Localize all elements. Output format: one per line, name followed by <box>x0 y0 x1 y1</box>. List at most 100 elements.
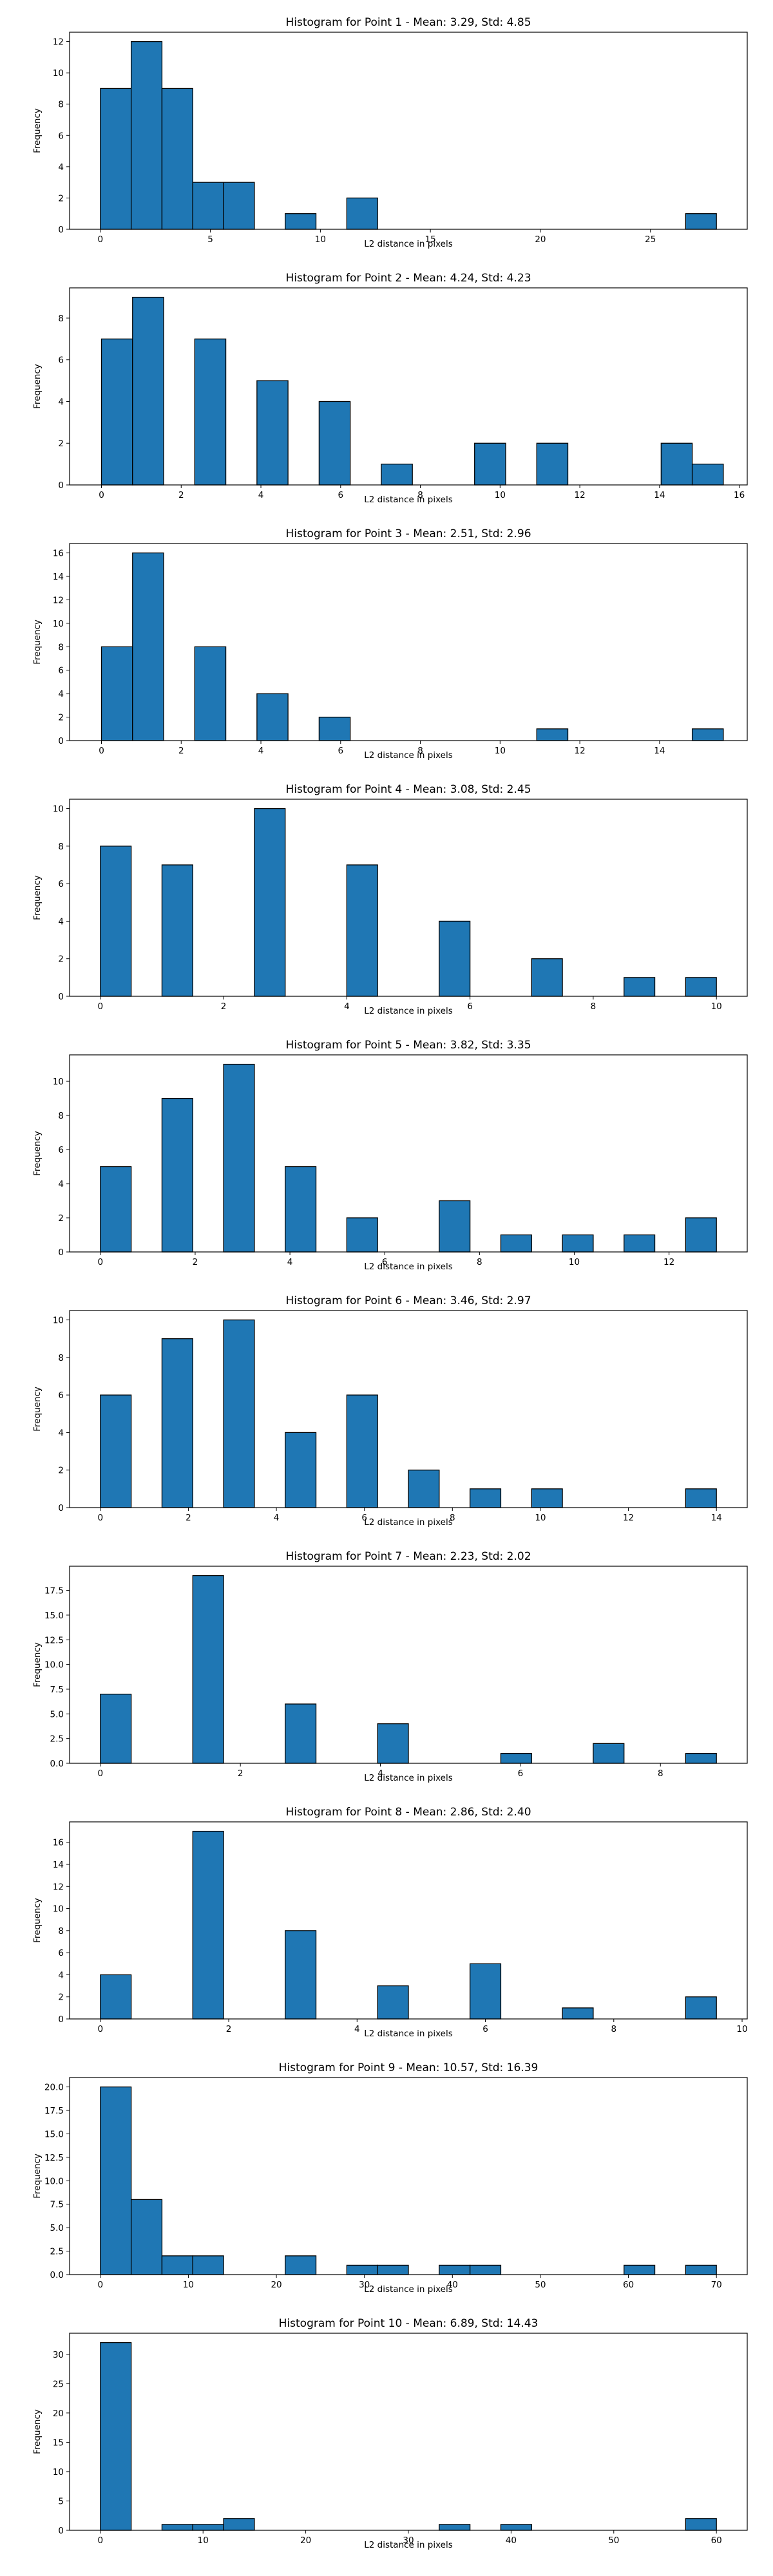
x-tick-label: 2 <box>193 1257 198 1267</box>
x-tick-label: 6 <box>361 1513 367 1523</box>
x-tick-label: 2 <box>178 490 184 500</box>
histogram-bar <box>377 1985 409 2020</box>
x-tick-label: 10 <box>569 1257 580 1267</box>
y-tick-label: 10 <box>53 804 64 815</box>
histogram-bar <box>161 1097 193 1253</box>
histogram-chart-5: Histogram for Point 5 - Mean: 3.82, Std:… <box>32 1039 748 1272</box>
chart-title: Histogram for Point 3 - Mean: 2.51, Std:… <box>285 527 531 540</box>
y-tick-label: 7.5 <box>50 1685 64 1695</box>
y-tick-label: 6 <box>58 1390 64 1401</box>
x-tick-label: 4 <box>287 1257 293 1267</box>
histogram-chart-4: Histogram for Point 4 - Mean: 3.08, Std:… <box>32 783 748 1016</box>
x-axis-label: L2 distance in pixels <box>364 239 452 249</box>
chart-title: Histogram for Point 1 - Mean: 3.29, Std:… <box>285 16 531 29</box>
histogram-bar <box>223 182 255 230</box>
histogram-bar <box>100 2086 132 2275</box>
y-tick-label: 20.0 <box>44 2083 64 2093</box>
histogram-bar <box>685 2518 717 2531</box>
y-tick-label: 12.5 <box>44 1635 64 1645</box>
x-tick-label: 0 <box>98 2280 104 2290</box>
histogram-bar <box>346 1394 378 1508</box>
x-tick-label: 6 <box>467 1001 473 1012</box>
x-axis-label: L2 distance in pixels <box>364 750 452 761</box>
x-tick-label: 60 <box>711 2535 722 2546</box>
y-tick-label: 0 <box>58 2014 64 2025</box>
bars <box>100 1830 717 2020</box>
x-tick-label: 4 <box>258 490 264 500</box>
y-tick-label: 12 <box>53 1882 64 1892</box>
x-tick-label: 40 <box>506 2535 517 2546</box>
x-tick-label: 10 <box>183 2280 194 2290</box>
y-tick-label: 14 <box>53 1860 64 1870</box>
histogram-chart-3: Histogram for Point 3 - Mean: 2.51, Std:… <box>32 527 748 761</box>
y-tick-label: 12 <box>53 595 64 605</box>
x-tick-label: 6 <box>338 490 344 500</box>
histogram-bar <box>474 442 506 486</box>
histogram-bar <box>192 2255 224 2275</box>
y-tick-label: 7.5 <box>50 2200 64 2210</box>
histogram-bar <box>439 1200 471 1253</box>
x-axis-label: L2 distance in pixels <box>364 2540 452 2550</box>
plot-frame <box>69 2333 748 2531</box>
x-tick-label: 12 <box>575 490 586 500</box>
y-axis-label: Frequency <box>32 1131 43 1176</box>
y-tick-label: 0.0 <box>50 1759 64 1769</box>
x-tick-label: 4 <box>274 1513 280 1523</box>
histogram-chart-9: Histogram for Point 9 - Mean: 10.57, Std… <box>32 2061 748 2295</box>
y-tick-label: 10 <box>53 1077 64 1087</box>
plot-frame <box>69 799 748 997</box>
y-tick-label: 4 <box>58 689 64 699</box>
x-tick-label: 10 <box>736 2024 747 2034</box>
histogram-bar <box>223 1063 255 1253</box>
histogram-bar <box>100 846 132 997</box>
y-tick-label: 4 <box>58 397 64 407</box>
x-tick-label: 0 <box>99 490 104 500</box>
histogram-bar <box>256 380 289 486</box>
y-tick-label: 2 <box>58 439 64 449</box>
histogram-bar <box>285 1166 317 1253</box>
histogram-bar <box>346 2264 378 2275</box>
x-axis-label: L2 distance in pixels <box>364 2029 452 2039</box>
y-axis-label: Frequency <box>32 1387 43 1432</box>
histogram-bar <box>192 1575 224 1764</box>
x-tick-label: 14 <box>654 490 665 500</box>
y-tick-label: 4 <box>58 1179 64 1189</box>
y-tick-label: 8 <box>58 642 64 652</box>
x-tick-label: 20 <box>300 2535 311 2546</box>
histogram-bar <box>685 1217 717 1253</box>
y-tick-label: 17.5 <box>44 1586 64 1596</box>
histogram-bar <box>500 1234 532 1253</box>
bars <box>100 1575 717 1764</box>
bars <box>100 552 724 741</box>
x-tick-label: 0 <box>98 1768 104 1779</box>
x-tick-label: 8 <box>450 1513 455 1523</box>
x-tick-label: 20 <box>271 2280 282 2290</box>
histogram-bar <box>130 2199 163 2275</box>
y-tick-label: 0 <box>58 1503 64 1513</box>
bars <box>100 808 717 997</box>
histogram-bar <box>469 2264 502 2275</box>
x-axis-label: L2 distance in pixels <box>364 1262 452 1272</box>
y-tick-label: 8 <box>58 842 64 852</box>
x-tick-label: 0 <box>98 1257 104 1267</box>
histogram-bar <box>161 1338 193 1508</box>
x-axis-label: L2 distance in pixels <box>364 1006 452 1016</box>
x-tick-label: 0 <box>98 1001 104 1012</box>
y-tick-label: 17.5 <box>44 2106 64 2116</box>
x-tick-label: 2 <box>221 1001 227 1012</box>
x-tick-label: 60 <box>623 2280 634 2290</box>
y-tick-label: 10 <box>53 1904 64 1915</box>
y-tick-label: 4 <box>58 1428 64 1438</box>
y-axis-label: Frequency <box>32 108 43 153</box>
histogram-chart-6: Histogram for Point 6 - Mean: 3.46, Std:… <box>32 1294 748 1528</box>
y-tick-label: 0 <box>58 992 64 1002</box>
histogram-bar <box>192 2524 224 2531</box>
y-tick-label: 0 <box>58 1247 64 1258</box>
x-tick-label: 50 <box>608 2535 619 2546</box>
y-tick-label: 15.0 <box>44 1611 64 1621</box>
histogram-bar <box>100 2342 132 2531</box>
histogram-bar <box>285 2255 317 2275</box>
y-tick-label: 8 <box>58 100 64 110</box>
x-tick-label: 4 <box>258 746 264 756</box>
histogram-bar <box>346 864 378 997</box>
